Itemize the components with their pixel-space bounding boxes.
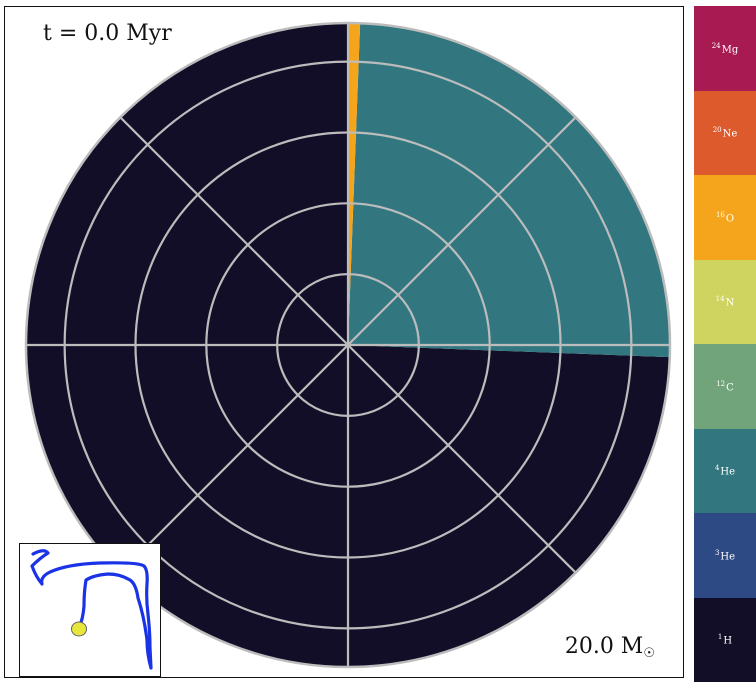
grid-spoke-225: [119, 344, 349, 574]
wedge-16O: [348, 23, 361, 345]
isotope-legend: 24Mg 20Ne 16O 14N 12C 4He 3He 1H: [694, 6, 756, 682]
mass-value: 20.0 M: [564, 634, 644, 659]
legend-label: 24Mg: [711, 41, 739, 55]
legend-label: 12C: [716, 379, 734, 393]
time-label: t = 0.0 Myr: [43, 21, 172, 46]
star-outline: [24, 21, 672, 669]
current-position-marker: [71, 621, 87, 637]
legend-swatch-12C: 12C: [694, 344, 756, 429]
evolution-track: [30, 549, 153, 670]
legend-label: 14N: [715, 295, 735, 309]
grid-spoke-315: [347, 344, 577, 574]
wedge-4He: [348, 23, 671, 358]
polar-grid: [26, 23, 670, 667]
legend-swatch-4He: 4He: [694, 428, 756, 513]
legend-swatch-24Mg: 24Mg: [694, 6, 756, 91]
legend-swatch-1H: 1H: [694, 597, 756, 682]
legend-label: 16O: [715, 210, 735, 224]
hr-track-icon: [30, 549, 153, 670]
legend-label: 1H: [717, 633, 733, 647]
legend-swatch-3He: 3He: [694, 513, 756, 598]
legend-swatch-20Ne: 20Ne: [694, 90, 756, 175]
hr-track-inset: [19, 543, 161, 677]
legend-label: 4He: [714, 464, 736, 478]
polar-composition-chart: [24, 21, 672, 669]
composition-panel: t = 0.0 Myr 20.0 M☉: [4, 6, 684, 678]
legend-swatch-14N: 14N: [694, 259, 756, 344]
legend-label: 3He: [714, 548, 736, 562]
sun-symbol: ☉: [643, 646, 655, 661]
grid-spoke-135: [119, 116, 349, 346]
mass-label: 20.0 M☉: [565, 634, 655, 661]
grid-spoke-45: [347, 116, 577, 346]
legend-swatch-16O: 16O: [694, 175, 756, 260]
legend-label: 20Ne: [712, 126, 738, 140]
